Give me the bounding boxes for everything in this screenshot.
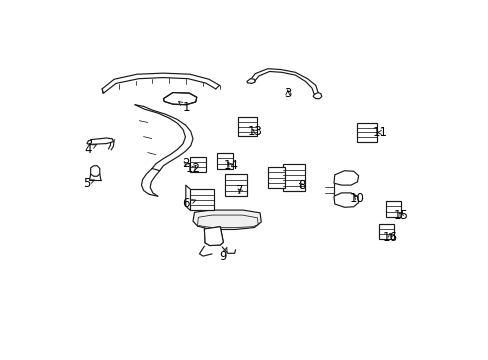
Text: 16: 16	[382, 231, 397, 244]
Text: 2: 2	[182, 157, 189, 170]
Polygon shape	[204, 227, 223, 246]
Polygon shape	[312, 93, 321, 99]
Bar	[238, 117, 256, 136]
Bar	[283, 165, 305, 191]
Polygon shape	[333, 193, 358, 207]
Text: 13: 13	[247, 125, 262, 138]
Bar	[189, 157, 205, 172]
Bar	[190, 189, 213, 210]
Polygon shape	[89, 138, 113, 144]
Bar	[267, 167, 285, 188]
Bar	[217, 153, 232, 169]
Text: 15: 15	[393, 209, 408, 222]
Text: 6: 6	[182, 197, 196, 210]
Text: 9: 9	[219, 247, 227, 263]
Bar	[378, 224, 393, 239]
Text: 14: 14	[223, 159, 238, 172]
Text: 7: 7	[236, 184, 243, 197]
Polygon shape	[246, 79, 255, 84]
Polygon shape	[163, 93, 196, 105]
Polygon shape	[193, 210, 261, 229]
Text: 3: 3	[284, 87, 291, 100]
Bar	[357, 123, 376, 142]
Text: 1: 1	[178, 101, 189, 114]
Text: 10: 10	[349, 193, 364, 206]
Polygon shape	[87, 140, 91, 144]
Text: 4: 4	[84, 143, 97, 156]
Bar	[225, 174, 247, 196]
Text: 11: 11	[372, 126, 387, 139]
Text: 5: 5	[83, 177, 94, 190]
Polygon shape	[333, 171, 358, 185]
Bar	[386, 201, 401, 217]
Text: 12: 12	[185, 162, 200, 175]
Text: 8: 8	[298, 179, 305, 192]
Polygon shape	[90, 166, 100, 176]
